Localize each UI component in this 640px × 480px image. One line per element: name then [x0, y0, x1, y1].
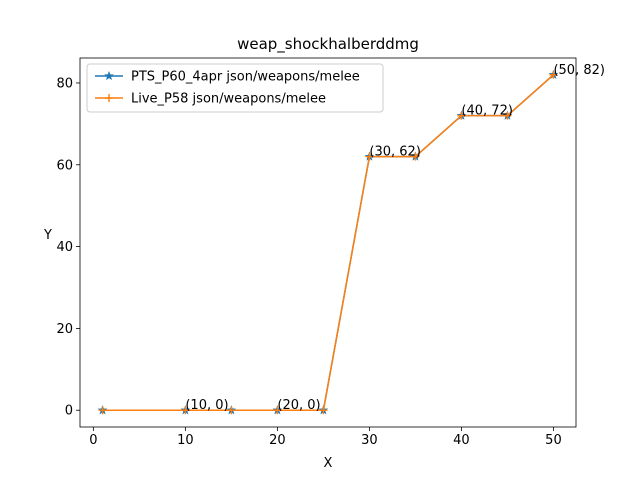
series-1-point-3	[273, 406, 282, 415]
y-tick-label-1: 20	[56, 322, 73, 337]
x-tick-label-5: 50	[545, 433, 562, 448]
annotation-3: (40, 72)	[461, 104, 512, 119]
legend-marker-1	[105, 94, 113, 102]
axes: 0 10 20 30 40 50 0 20 40 60 80	[56, 57, 577, 448]
legend-marker-0	[104, 70, 114, 81]
series-0	[97, 69, 559, 415]
chart-title: weap_shockhalberddmg	[237, 35, 419, 54]
legend-entry-1: Live_P58 json/weapons/melee	[95, 92, 326, 107]
plot-area: (10, 0) (20, 0) (30, 62) (40, 72) (50, 82)	[97, 63, 605, 415]
legend-label-0: PTS_P60_4apr json/weapons/melee	[131, 70, 360, 85]
annotation-0: (10, 0)	[185, 398, 228, 413]
series-1-point-2	[227, 406, 236, 415]
series-line-0	[102, 74, 554, 411]
series-1-point-8	[503, 111, 512, 120]
y-tick-label-2: 40	[56, 240, 73, 255]
x-tick-label-2: 20	[269, 433, 286, 448]
legend-label-1: Live_P58 json/weapons/melee	[131, 92, 326, 107]
series-1-point-5	[365, 152, 374, 161]
series-line-1	[102, 74, 554, 411]
series-1-point-7	[457, 111, 466, 120]
y-tick-label-3: 60	[56, 158, 73, 173]
series-1-point-9	[549, 70, 558, 79]
x-tick-label-4: 40	[453, 433, 470, 448]
x-tick-label-0: 0	[89, 433, 97, 448]
series-1-point-4	[319, 406, 328, 415]
annotation-1: (20, 0)	[277, 398, 320, 413]
x-tick-label-1: 10	[177, 433, 194, 448]
annotation-4: (50, 82)	[553, 63, 605, 78]
x-tick-label-3: 30	[361, 433, 378, 448]
y-tick-label-0: 0	[65, 404, 73, 419]
axes-frame	[79, 57, 577, 428]
legend: PTS_P60_4apr json/weapons/melee Live_P58 …	[86, 63, 384, 113]
y-axis-label: Y	[43, 228, 52, 243]
x-axis-label: X	[324, 456, 333, 471]
annotation-2: (30, 62)	[369, 145, 421, 160]
series-1-point-6	[411, 152, 420, 161]
y-tick-label-4: 80	[56, 76, 73, 91]
series-1	[98, 70, 558, 415]
legend-box	[86, 63, 384, 113]
series-1-point-1	[181, 406, 190, 415]
series-1-point-0	[98, 406, 107, 415]
legend-entry-0: PTS_P60_4apr json/weapons/melee	[95, 70, 360, 85]
